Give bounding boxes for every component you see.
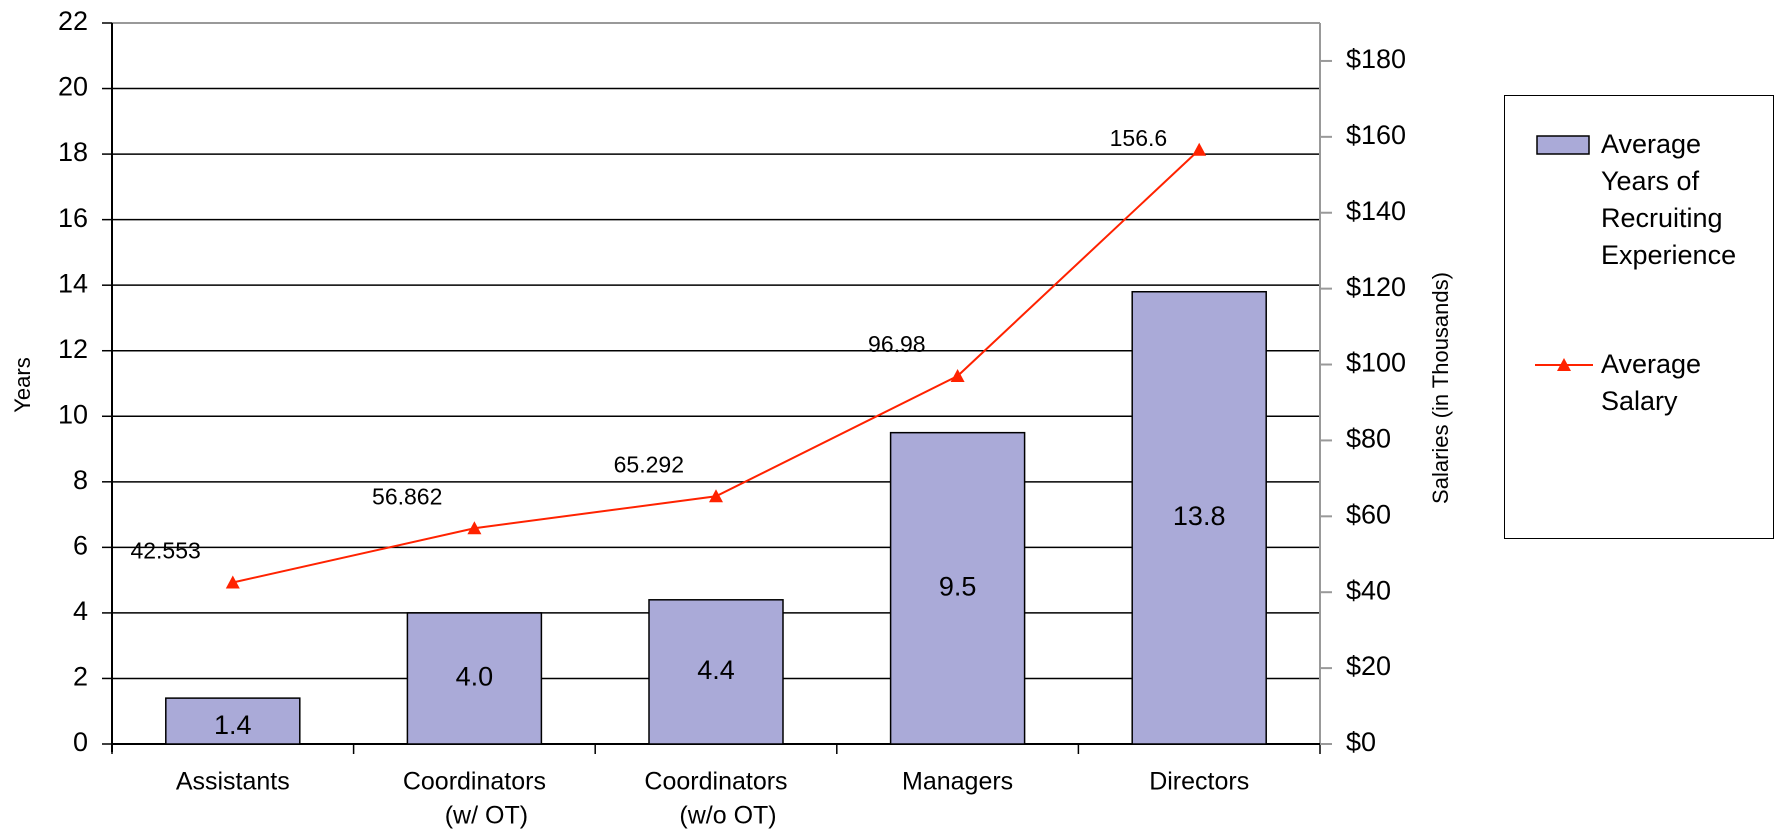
bar-label: 4.0 — [456, 662, 494, 692]
line-marker — [950, 368, 965, 382]
bar-label: 4.4 — [697, 655, 735, 685]
legend-label: Average Years of Recruiting Experience — [1601, 129, 1737, 270]
y2-axis-title: Salaries (in Thousands) — [1428, 272, 1453, 504]
x-tick-label: Managers — [902, 768, 1013, 796]
line-marker — [1192, 142, 1207, 156]
x-tick-label: Directors — [1149, 768, 1249, 796]
y2-tick-label: $60 — [1346, 499, 1391, 529]
line — [232, 149, 1200, 584]
line-label: 96.98 — [868, 331, 926, 357]
y2-tick-label: $80 — [1346, 424, 1391, 454]
legend-swatch — [1535, 358, 1593, 371]
line-label: 65.292 — [614, 451, 684, 477]
y-tick-label: 6 — [73, 530, 88, 560]
y2-tick-label: $140 — [1346, 196, 1406, 226]
y-tick-label: 18 — [58, 137, 88, 167]
line-marker — [709, 489, 723, 503]
y-tick-label: 14 — [58, 268, 88, 298]
legend-symbol — [1505, 346, 1601, 383]
y-tick-label: 16 — [58, 203, 88, 233]
x-tick-label: Coordinators — [644, 768, 787, 796]
x-tick-label: Coordinators — [403, 768, 546, 796]
bar-label: 1.4 — [214, 710, 252, 740]
y-tick-label: 8 — [73, 465, 88, 495]
line-marker — [467, 521, 482, 535]
line-label: 42.553 — [130, 538, 200, 564]
bar — [406, 612, 543, 745]
legend: Average Years of Recruiting Experience Av… — [1504, 95, 1774, 539]
legend-item: Average Years of Recruiting Experience — [1505, 126, 1771, 274]
legend-symbol — [1505, 126, 1601, 163]
legend-item: Average Salary — [1505, 346, 1771, 420]
line-marker — [225, 575, 240, 589]
y-axis-title: Years — [10, 357, 35, 412]
y-tick-label: 2 — [73, 662, 88, 692]
bar — [648, 599, 784, 745]
line-label: 156.6 — [1110, 125, 1168, 151]
y-tick-label: 22 — [58, 6, 88, 36]
legend-label: Average Salary — [1601, 349, 1702, 416]
legend-swatch — [1536, 135, 1590, 155]
y-tick-label: 0 — [73, 727, 88, 757]
bar-label: 13.8 — [1173, 501, 1226, 531]
x-tick-label: (w/o OT) — [679, 802, 776, 830]
x-tick-label: Assistants — [176, 768, 290, 796]
y-tick-label: 12 — [58, 334, 88, 364]
y-tick-label: 20 — [58, 72, 88, 102]
y2-tick-label: $100 — [1346, 348, 1406, 378]
y-tick-label: 10 — [58, 399, 88, 429]
bar — [165, 697, 301, 745]
y2-tick-label: $180 — [1346, 44, 1406, 74]
bar-label: 9.5 — [939, 571, 977, 601]
y2-tick-label: $20 — [1346, 651, 1391, 681]
legend-bar — [1536, 135, 1590, 155]
bar — [889, 431, 1026, 745]
legend-marker — [1557, 358, 1571, 371]
y2-tick-label: $0 — [1346, 727, 1376, 757]
y2-tick-label: $40 — [1346, 575, 1391, 605]
y2-tick-label: $160 — [1346, 120, 1406, 150]
bar — [1131, 290, 1267, 745]
x-tick-label: (w/ OT) — [445, 802, 528, 830]
y-tick-label: 4 — [73, 596, 88, 626]
y2-tick-label: $120 — [1346, 272, 1406, 302]
line-label: 56.862 — [372, 483, 442, 509]
